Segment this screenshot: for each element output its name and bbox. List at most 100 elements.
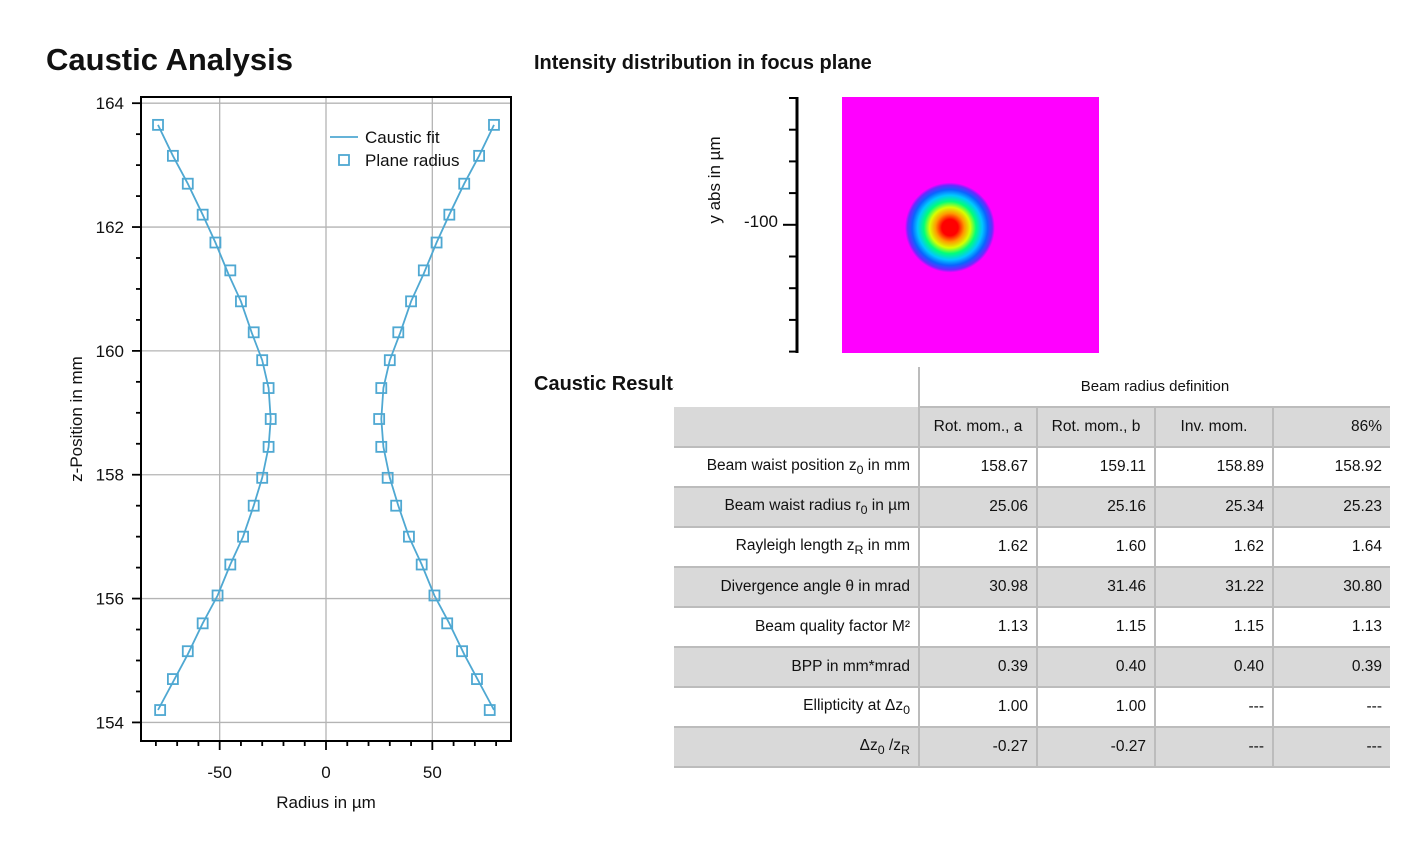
plane-radius-point <box>390 499 403 512</box>
plane-radius-point <box>256 354 269 367</box>
table-cell: 158.92 <box>1273 447 1390 488</box>
plane-radius-point <box>456 645 468 658</box>
x-tick-label: 50 <box>423 763 442 782</box>
plane-radius-point <box>247 499 260 512</box>
y-axis-label: z-Position in mm <box>67 356 86 482</box>
caustic-results-table: Beam radius definition Rot. mom., a Rot. m… <box>674 367 1390 768</box>
table-cell: 0.40 <box>1037 647 1156 688</box>
table-row: Ellipticity at Δz0 1.00 1.00 --- --- <box>674 687 1390 728</box>
plane-radius-point <box>264 413 277 425</box>
plane-radius-point <box>237 530 249 543</box>
table-header-cell <box>674 407 920 448</box>
y-tick-label: 158 <box>96 466 124 485</box>
plane-radius-point <box>443 208 456 221</box>
plane-radius-point <box>373 413 386 425</box>
plane-radius-point <box>166 149 179 162</box>
heatmap-y-axis-label: y abs in µm <box>705 136 724 223</box>
legend-label-plane-radius: Plane radius <box>365 151 460 170</box>
legend-marker-swatch <box>338 154 350 166</box>
table-corner-cell <box>674 367 920 407</box>
row-label: BPP in mm*mrad <box>674 647 920 688</box>
plane-radius-point <box>488 118 500 131</box>
plane-radius-point <box>235 295 247 308</box>
table-cell: -0.27 <box>1037 727 1156 768</box>
table-column-header: Rot. mom., b <box>1037 407 1156 448</box>
table-cell: --- <box>1273 727 1390 768</box>
table-cell: 1.00 <box>919 687 1038 728</box>
y-tick-label: 160 <box>96 342 124 361</box>
row-label: Beam waist position z0 in mm <box>674 447 920 488</box>
table-cell: 1.13 <box>1273 607 1390 648</box>
table-cell: --- <box>1155 687 1274 728</box>
plane-radius-point <box>375 440 388 453</box>
table-row: Divergence angle θ in mrad 30.98 31.46 31.2… <box>674 567 1390 608</box>
table-row: Rayleigh length zR in mm 1.62 1.60 1.62 1.64 <box>674 527 1390 568</box>
table-header-row: Rot. mom., a Rot. mom., b Inv. mom. 86% <box>674 407 1390 448</box>
caustic-chart: -50 0 50 154 156 158 160 162 164 Radius in µm z-Po… <box>67 94 512 812</box>
table-column-header: 86% <box>1273 407 1390 448</box>
plane-radius-point <box>471 673 483 685</box>
table-cell: 1.13 <box>919 607 1038 648</box>
table-cell: 0.40 <box>1155 647 1274 688</box>
legend-label-caustic-fit: Caustic fit <box>365 128 440 147</box>
table-definition-row: Beam radius definition <box>674 367 1390 408</box>
table-cell: 1.62 <box>1155 527 1274 568</box>
plane-radius-point <box>375 382 388 394</box>
row-label: Δz0 /zR <box>674 727 920 768</box>
table-row: Beam waist position z0 in mm 158.67 159.11… <box>674 447 1390 488</box>
table-cell: 0.39 <box>1273 647 1390 688</box>
table-cell: 1.62 <box>919 527 1038 568</box>
y-tick-label: 154 <box>96 713 124 732</box>
row-label: Divergence angle θ in mrad <box>674 567 920 608</box>
table-cell: 1.00 <box>1037 687 1156 728</box>
plane-radius-point <box>415 558 428 571</box>
table-cell: 1.15 <box>1037 607 1156 648</box>
plane-radius-point <box>209 236 222 249</box>
table-cell: 25.23 <box>1273 487 1390 528</box>
plane-radius-point <box>403 530 415 543</box>
x-tick-label: 0 <box>321 763 330 782</box>
table-cell: 1.15 <box>1155 607 1274 648</box>
plane-radius-point <box>224 264 237 277</box>
table-cell: 159.11 <box>1037 447 1156 488</box>
heatmap-background <box>842 97 1099 353</box>
table-column-header: Rot. mom., a <box>919 407 1038 448</box>
plane-radius-point <box>473 149 486 162</box>
plane-radius-point <box>181 177 194 190</box>
plane-radius-point <box>392 326 405 339</box>
plane-radius-point <box>152 118 164 131</box>
table-cell: 30.80 <box>1273 567 1390 608</box>
plane-radius-point <box>428 589 441 602</box>
table-cell: --- <box>1273 687 1390 728</box>
beam-spot <box>904 182 995 273</box>
plane-radius-point <box>405 295 417 308</box>
page-title: Caustic Analysis <box>46 42 293 77</box>
plane-radius-point <box>211 589 224 602</box>
plane-radius-point <box>381 471 394 484</box>
table-cell: 1.64 <box>1273 527 1390 568</box>
table-cell: 30.98 <box>919 567 1038 608</box>
caustic-fit-line <box>157 124 495 711</box>
table-cell: 31.22 <box>1155 567 1274 608</box>
plane-radius-point <box>441 617 454 630</box>
x-tick-label: -50 <box>207 763 232 782</box>
plane-radius-point <box>262 440 275 453</box>
table-cell: -0.27 <box>919 727 1038 768</box>
y-tick-label: 162 <box>96 218 124 237</box>
table-cell: 25.06 <box>919 487 1038 528</box>
plane-radius-point <box>196 617 209 630</box>
plane-radius-point <box>430 236 443 249</box>
plane-radius-point <box>262 382 275 394</box>
plane-radius-point <box>247 326 260 339</box>
table-row: Beam quality factor M² 1.13 1.15 1.15 1.13 <box>674 607 1390 648</box>
table-cell: 25.16 <box>1037 487 1156 528</box>
table-cell: 0.39 <box>919 647 1038 688</box>
row-label: Beam waist radius r0 in µm <box>674 487 920 528</box>
table-row: Δz0 /zR -0.27 -0.27 --- --- <box>674 727 1390 768</box>
plane-radius-point <box>154 704 167 716</box>
plane-radius-point <box>483 704 496 716</box>
plane-radius-point <box>417 264 430 277</box>
table-cell: 31.46 <box>1037 567 1156 608</box>
plane-radius-point <box>181 645 194 658</box>
table-row: BPP in mm*mrad 0.39 0.40 0.40 0.39 <box>674 647 1390 688</box>
